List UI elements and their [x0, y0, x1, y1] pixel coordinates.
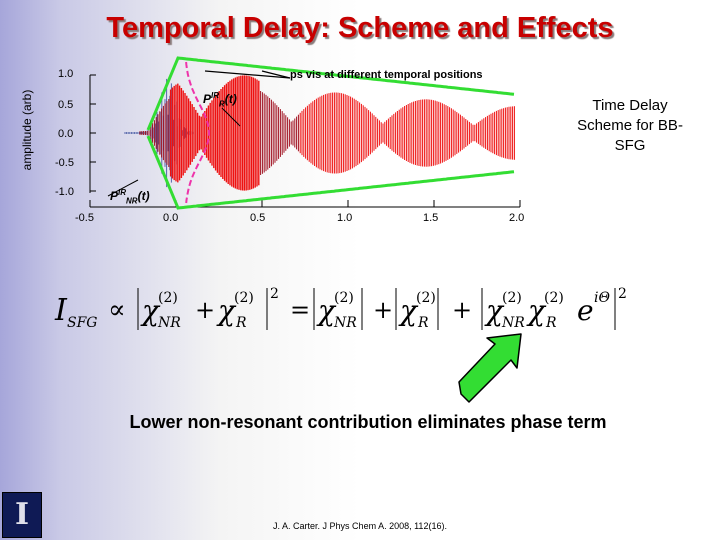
eq-sub-nr: NR [333, 315, 357, 331]
eq-exp-power: iΘ [594, 290, 610, 306]
eq-chi: χ [316, 294, 337, 327]
resonant-polarization-trace [139, 75, 515, 191]
eq-proportional: ∝ [108, 295, 126, 325]
highlight-arrow [458, 333, 522, 403]
x-tick-label: 1.0 [337, 212, 353, 224]
eq-chi: χ [484, 294, 505, 327]
x-tick-label: 0.0 [163, 212, 179, 224]
citation: J. A. Carter. J Phys Chem A. 2008, 112(1… [273, 521, 447, 531]
y-tick-label: 1.0 [58, 68, 74, 80]
annotation-vis-positions: ps vis at different temporal positions [290, 69, 483, 81]
slide-title: Temporal Delay: Scheme and Effects [106, 12, 614, 44]
x-tick-label: 2.0 [509, 212, 525, 224]
eq-order: (2) [234, 290, 254, 306]
eq-intensity-subscript: SFG [67, 315, 98, 331]
annotation-leader [261, 70, 291, 79]
annotation-leader [204, 70, 291, 79]
university-logo: I [2, 492, 42, 538]
sfg-intensity-equation: I SFG ∝ χ (2) NR + χ (2) R 2 = χ (2) NR … [54, 286, 627, 331]
eq-exp-base: e [577, 294, 594, 327]
eq-square: 2 [270, 286, 279, 302]
eq-order: (2) [544, 290, 564, 306]
eq-square: 2 [618, 286, 627, 302]
eq-order: (2) [502, 290, 522, 306]
y-tick-label: -1.0 [55, 186, 74, 198]
plot-frame [89, 74, 521, 208]
label-nonresonant-polarization: PIRNR(t) [110, 188, 150, 206]
eq-sub-r: R [545, 315, 557, 331]
x-tick-label: -0.5 [75, 212, 94, 224]
eq-order: (2) [416, 290, 436, 306]
eq-intensity-symbol: I [54, 293, 68, 328]
eq-chi: χ [140, 294, 161, 327]
eq-chi: χ [526, 294, 547, 327]
x-tick-label: 1.5 [423, 212, 439, 224]
eq-order: (2) [158, 290, 178, 306]
envelope-lower [146, 135, 515, 210]
annotation-leader [107, 179, 139, 197]
eq-chi: χ [398, 294, 419, 327]
eq-sub-r: R [417, 315, 429, 331]
eq-equals: = [290, 296, 310, 324]
eq-plus: + [373, 296, 393, 324]
y-tick-label: 0.5 [58, 99, 74, 111]
pulse-plot [89, 56, 521, 210]
eq-sub-nr: NR [501, 315, 525, 331]
label-resonant-polarization: PIRR(t) [203, 91, 237, 109]
annotation-leader [221, 107, 241, 127]
eq-chi: χ [216, 294, 237, 327]
y-tick-label: 0.0 [58, 128, 74, 140]
y-tick-label: -0.5 [55, 157, 74, 169]
eq-order: (2) [334, 290, 354, 306]
eq-plus: + [195, 296, 215, 324]
vis-pulse-outline [185, 61, 211, 204]
eq-sub-r: R [235, 315, 247, 331]
envelope-upper [146, 56, 515, 131]
logo-mark-icon: I [14, 497, 30, 532]
x-tick-label: 0.5 [250, 212, 266, 224]
eq-sub-nr: NR [157, 315, 181, 331]
conclusion-text: Lower non-resonant contribution eliminat… [129, 412, 607, 432]
side-note: Time Delay Scheme for BB-SFG [577, 97, 683, 154]
eq-plus: + [452, 296, 472, 324]
